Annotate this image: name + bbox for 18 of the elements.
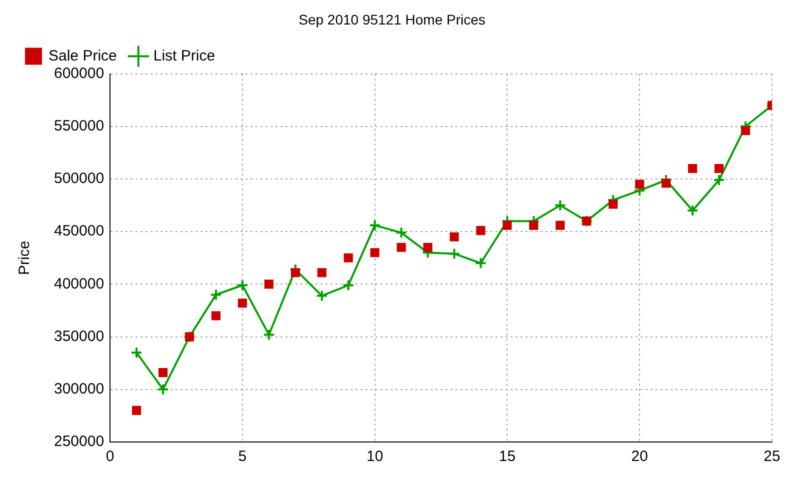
x-tick-label: 0 <box>106 448 114 466</box>
x-tick-label: 15 <box>498 448 516 466</box>
y-tick-label: 450000 <box>54 222 104 240</box>
y-tick-label: 400000 <box>54 275 104 292</box>
legend-label: List Price <box>153 47 216 64</box>
x-tick-label: 25 <box>764 448 780 466</box>
y-tick-label: 550000 <box>54 118 104 135</box>
x-tick-label: 10 <box>366 448 384 466</box>
legend-label: Sale Price <box>48 47 117 64</box>
x-tick-label: 20 <box>631 448 648 466</box>
y-tick-label: 300000 <box>54 380 104 398</box>
y-tick-label: 500000 <box>54 170 104 188</box>
y-axis-title: Price <box>16 240 34 275</box>
y-tick-label: 350000 <box>54 328 104 345</box>
x-tick-label: 5 <box>238 448 247 466</box>
y-tick-label: 600000 <box>54 64 104 82</box>
chart-title: Sep 2010 95121 Home Prices <box>298 11 486 28</box>
y-tick-label: 250000 <box>54 433 104 450</box>
